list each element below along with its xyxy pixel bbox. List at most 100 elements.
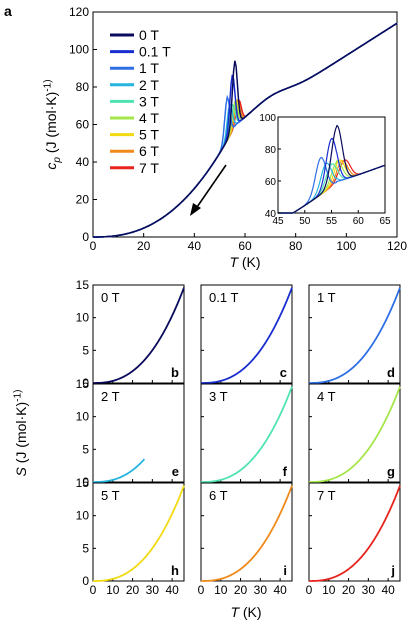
inset-x-tick-label: 50 <box>299 216 311 227</box>
inset-y-tick-label: 40 <box>265 209 277 220</box>
x-tick-label: 0 <box>90 583 97 597</box>
inset-x-tick-label: 60 <box>353 216 365 227</box>
panel-letter: d <box>387 365 395 380</box>
direction-arrow-shaft <box>194 164 227 211</box>
y-axis-label: cp (J (mol·K)-1) <box>42 79 63 169</box>
x-axis-label: T (K) <box>229 254 260 270</box>
inset-x-tick-label: 65 <box>379 216 391 227</box>
y-tick-label: 10 <box>76 410 90 424</box>
legend-label: 7 T <box>139 160 159 176</box>
entropy-curve <box>309 386 401 483</box>
entropy-panel-h: 0 10 20 30 40 0 5 10 15 5 T h <box>76 476 185 597</box>
y-tick-label: 80 <box>76 80 90 94</box>
y-tick-label: 10 <box>76 311 90 325</box>
legend-label: 6 T <box>139 143 159 159</box>
panel-frame <box>200 482 293 582</box>
entropy-panel-d: 1 T d <box>308 284 401 384</box>
x-tick-label: 10 <box>214 583 228 597</box>
y-tick-label: 15 <box>76 278 90 292</box>
entropy-panel-f: 3 T f <box>200 383 293 483</box>
x-tick-label: 30 <box>146 583 160 597</box>
x-tick-label: 40 <box>273 583 287 597</box>
panel-frame <box>200 284 293 384</box>
y-tick-label: 60 <box>76 118 90 132</box>
entropy-curve <box>93 485 185 582</box>
entropy-curve <box>93 458 146 483</box>
panel-letter: b <box>171 365 179 380</box>
panel-letter: g <box>387 464 395 479</box>
x-tick-label: 20 <box>137 239 151 253</box>
legend-label: 2 T <box>139 77 159 93</box>
inset-x-tick-label: 45 <box>272 216 284 227</box>
inset-series-line <box>278 124 385 214</box>
panel-letter: j <box>390 563 395 578</box>
x-tick-label: 20 <box>342 583 356 597</box>
legend-label: 4 T <box>139 110 159 126</box>
panel-field-label: 0.1 T <box>209 290 238 305</box>
y-tick-label: 0 <box>82 574 89 588</box>
panel-field-label: 7 T <box>317 488 336 503</box>
x-tick-label: 20 <box>234 583 248 597</box>
x-tick-label: 40 <box>188 239 202 253</box>
panel-field-label: 6 T <box>209 488 228 503</box>
y-tick-label: 5 <box>82 343 89 357</box>
direction-arrow-head <box>190 203 201 216</box>
panel-field-label: 5 T <box>101 488 120 503</box>
legend-label: 3 T <box>139 93 159 109</box>
y-tick-label: 20 <box>76 193 90 207</box>
series-line <box>93 22 398 238</box>
x-axis-label: T (K) <box>230 604 261 620</box>
panel-frame <box>200 383 293 483</box>
panel-letter: h <box>171 563 179 578</box>
legend-label: 1 T <box>139 60 159 76</box>
panel-field-label: 3 T <box>209 389 228 404</box>
x-tick-label: 0 <box>306 583 313 597</box>
x-tick-label: 40 <box>165 583 179 597</box>
entropy-panel-g: 4 T g <box>308 383 401 483</box>
legend-label: 0 T <box>139 27 159 43</box>
x-tick-label: 100 <box>336 239 356 253</box>
inset-y-tick-label: 100 <box>259 113 276 124</box>
y-tick-label: 15 <box>76 377 90 391</box>
x-tick-label: 30 <box>362 583 376 597</box>
panel-frame <box>92 383 185 483</box>
panel-frame <box>308 482 401 582</box>
x-tick-label: 10 <box>106 583 120 597</box>
legend-label: 0.1 T <box>139 44 171 60</box>
y-tick-label: 0 <box>82 376 89 390</box>
y-tick-label: 100 <box>69 43 89 57</box>
y-tick-label: 10 <box>76 509 90 523</box>
entropy-curve <box>201 485 293 582</box>
panel-field-label: 2 T <box>101 389 120 404</box>
x-tick-label: 20 <box>126 583 140 597</box>
panel-field-label: 0 T <box>101 290 120 305</box>
entropy-panel-b: 0 5 10 15 0 T b <box>76 278 185 390</box>
panel-letter: e <box>172 464 179 479</box>
panel-letter: f <box>283 464 288 479</box>
panel-letter-a: a <box>4 3 12 19</box>
y-tick-label: 0 <box>82 230 89 244</box>
x-tick-label: 0 <box>198 583 205 597</box>
y-tick-label: 40 <box>76 155 90 169</box>
x-tick-label: 10 <box>322 583 336 597</box>
entropy-panel-c: 0.1 T c <box>200 284 293 384</box>
y-axis-label: S (J (mol·K)-1) <box>12 390 29 477</box>
entropy-panel-e: 0 5 10 15 2 T e <box>76 377 185 489</box>
x-tick-label: 0 <box>90 239 97 253</box>
entropy-panel-j: 0 10 20 30 40 7 T j <box>306 482 401 597</box>
inset-x-tick-label: 55 <box>326 216 338 227</box>
entropy-panel-i: 0 10 20 30 40 6 T i <box>198 482 293 597</box>
x-tick-label: 60 <box>238 239 252 253</box>
panel-frame <box>308 383 401 483</box>
entropy-curve <box>201 386 293 483</box>
panel-frame <box>92 482 185 582</box>
panel-letter: c <box>280 365 287 380</box>
x-tick-label: 40 <box>381 583 395 597</box>
y-tick-label: 15 <box>76 476 90 490</box>
panel-field-label: 4 T <box>317 389 336 404</box>
y-tick-label: 5 <box>82 541 89 555</box>
y-tick-label: 5 <box>82 442 89 456</box>
entropy-curve <box>93 287 185 384</box>
